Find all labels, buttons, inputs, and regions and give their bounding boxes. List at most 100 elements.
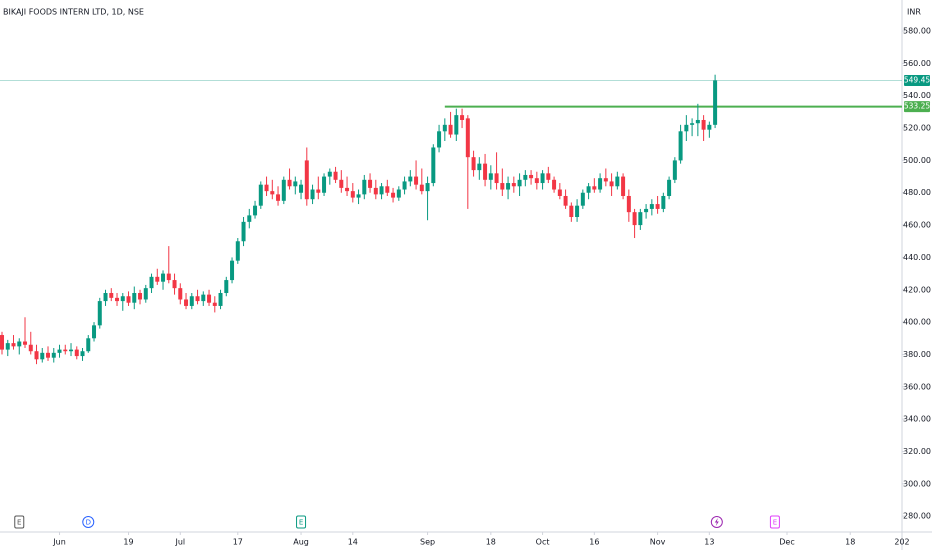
candle-body (529, 174, 534, 179)
y-tick-label: 560.00 (903, 59, 931, 68)
candle-body (235, 241, 240, 261)
candle-body (218, 293, 223, 306)
candle-body (402, 181, 407, 190)
candle-body (603, 178, 608, 182)
candle-body (103, 293, 108, 302)
candle-body (281, 179, 286, 201)
candle-body (598, 178, 603, 190)
candle-body (92, 325, 97, 339)
candle-body (11, 343, 16, 347)
candle-body (419, 184, 424, 192)
x-tick-label: Jul (174, 538, 185, 547)
candle-body (684, 124, 689, 132)
y-tick-label: 500.00 (903, 156, 931, 165)
x-tick-label: 17 (233, 538, 243, 547)
y-tick-label: 280.00 (903, 512, 931, 521)
candle-body (465, 118, 470, 158)
y-tick-label: 420.00 (903, 285, 931, 294)
candle-body (224, 280, 229, 294)
candle-body (23, 341, 28, 345)
candle-body (339, 179, 344, 188)
candle-body (580, 192, 585, 206)
candle-body (362, 179, 367, 195)
candle-body (316, 189, 321, 193)
event-icon (14, 515, 25, 529)
candle-body (500, 183, 505, 190)
currency-label: INR (907, 8, 921, 17)
candle-body (655, 204, 660, 209)
x-tick-label: Nov (650, 538, 666, 547)
candle-body (442, 124, 447, 132)
y-tick-label: 320.00 (903, 447, 931, 456)
candle-body (356, 194, 361, 198)
candle-body (207, 294, 212, 303)
candle-body (431, 147, 436, 184)
candle-body (368, 179, 373, 188)
candle-body (74, 349, 79, 357)
x-tick-label: Sep (420, 538, 435, 547)
candle-body (483, 163, 488, 180)
candle-body (701, 119, 706, 130)
candle-body (264, 184, 269, 192)
y-tick-label: 400.00 (903, 318, 931, 327)
candle-body (189, 296, 194, 306)
candle-body (678, 131, 683, 161)
x-tick-label: Oct (536, 538, 550, 547)
y-tick-label: 380.00 (903, 350, 931, 359)
event-marker: E (14, 515, 25, 529)
candle-body (241, 221, 246, 242)
candle-body (511, 183, 516, 187)
event-marker: D (82, 516, 95, 528)
x-tick-label: 16 (589, 538, 599, 547)
candle-body (621, 176, 626, 196)
candle-body (126, 296, 131, 303)
candle-body (51, 352, 56, 358)
y-tick-label: 360.00 (903, 382, 931, 391)
candle-body (80, 351, 85, 357)
candle-body (667, 179, 672, 196)
candle-body (184, 299, 189, 306)
candle-body (523, 174, 528, 180)
candle-body (322, 176, 327, 193)
candle-body (327, 171, 332, 177)
event-label: E (773, 519, 777, 527)
candle-body (615, 176, 620, 187)
y-tick-label: 580.00 (903, 27, 931, 36)
candle-body (17, 341, 22, 347)
candle-body (350, 191, 355, 198)
resistance-tag (904, 101, 930, 113)
candle-body (557, 189, 562, 196)
candle-body (287, 179, 292, 187)
x-tick-label: 14 (348, 538, 358, 547)
candle-body (143, 288, 148, 300)
candle-body (626, 195, 631, 213)
candle-body (494, 173, 499, 184)
candle-body (258, 184, 263, 206)
candle-body (471, 157, 476, 171)
candle-body (649, 204, 654, 209)
candle-body (149, 276, 154, 289)
candle-body (310, 189, 315, 200)
x-tick-label: 19 (123, 538, 133, 547)
candle-body (138, 293, 143, 300)
candle-body (333, 171, 338, 180)
candle-body (379, 186, 384, 195)
candle-body (172, 280, 177, 289)
x-tick-label: 18 (486, 538, 496, 547)
candle-body (488, 173, 493, 180)
last-price-tag-label: 549.45 (904, 75, 930, 84)
event-label: E (17, 519, 21, 527)
candle-body (575, 205, 580, 218)
x-tick-label: Jun (52, 538, 66, 547)
candle-body (477, 163, 482, 171)
candle-body (155, 276, 160, 282)
event-marker (710, 516, 723, 528)
last-price-tag (904, 74, 930, 86)
event-marker: E (769, 515, 780, 529)
candle-body (115, 297, 120, 302)
candle-body (299, 184, 304, 193)
candle-body (86, 338, 91, 352)
candle-body (212, 302, 217, 306)
y-tick-label: 460.00 (903, 221, 931, 230)
